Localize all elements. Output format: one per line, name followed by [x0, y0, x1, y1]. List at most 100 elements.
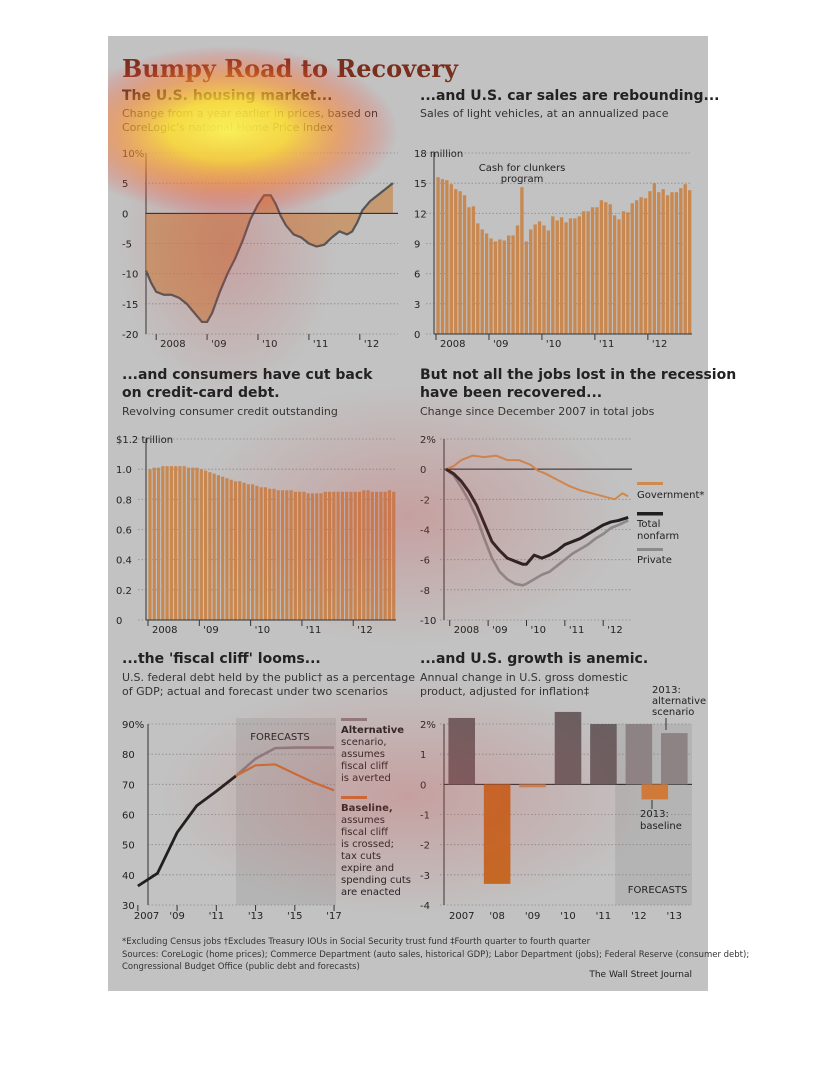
gdp-base-label: 2013: [640, 809, 669, 820]
cars-annotation-2: program [501, 174, 544, 185]
credit-bar [319, 493, 323, 620]
housing-subtitle-1: Change from a year earlier in prices, ba… [122, 107, 378, 120]
gdp-bar [661, 733, 688, 785]
cars-bar [635, 200, 639, 334]
credit-bar [306, 493, 310, 620]
debt-series-line [137, 774, 237, 888]
debt-legend-alt-text: is averted [341, 773, 391, 784]
housing-ytick-label: -5 [122, 240, 132, 251]
gdp-xtick-label: '09 [525, 911, 540, 922]
gdp-bar [625, 724, 653, 785]
cars-bar [537, 221, 542, 334]
credit-bar [315, 493, 319, 620]
credit-bar [289, 490, 293, 620]
sources-line-1: Sources: CoreLogic (home prices); Commer… [122, 950, 749, 960]
cars-bar [621, 211, 626, 334]
cars-bar [604, 202, 608, 334]
cars-bar [440, 179, 445, 334]
debt-title: ...the 'fiscal cliff' looms... [122, 651, 321, 667]
credit-bar [165, 466, 169, 620]
housing-xtick-label: '11 [313, 339, 328, 350]
footnote: *Excluding Census jobs †Excludes Treasur… [122, 937, 591, 947]
cars-bar [445, 180, 449, 334]
credit-bar [182, 466, 186, 620]
debt-ytick-label: 70 [122, 780, 135, 791]
gdp-title: ...and U.S. growth is anemic. [420, 651, 648, 667]
cars-bar [573, 218, 577, 334]
debt-xtick-label: '17 [326, 911, 341, 922]
cars-bar [476, 223, 480, 334]
debt-legend-swatch [341, 718, 367, 721]
cars-bar [493, 241, 498, 334]
cars-bar [670, 192, 674, 334]
jobs-series-line [445, 454, 629, 501]
credit-title-1: ...and consumers have cut back [122, 367, 373, 383]
credit-bar [362, 490, 366, 620]
jobs-ytick-label: -10 [420, 616, 436, 627]
debt-legend-base-text: fiscal cliff [341, 827, 389, 838]
cars-bar [679, 188, 683, 334]
housing-chart: 10% 5 0 -5 -10 -15 -20 2008 '09 '10 '11 '12 [122, 149, 398, 350]
credit-bar [392, 491, 396, 620]
credit-bar [186, 467, 191, 620]
cars-bar [471, 206, 476, 334]
housing-title: The U.S. housing market... [122, 88, 332, 104]
cars-bar [687, 190, 692, 334]
jobs-legend-swatch [637, 548, 663, 551]
credit-bar [280, 490, 285, 620]
jobs-title-1: But not all the jobs lost in the recessi… [420, 367, 736, 383]
credit-ytick-label: 0.2 [116, 586, 132, 597]
credit-bar [216, 475, 220, 620]
debt-xtick-label: '15 [287, 911, 302, 922]
cars-bar [564, 222, 568, 334]
credit-bar [349, 491, 353, 620]
credit-bar [353, 491, 357, 620]
cars-ytick-label: 3 [414, 300, 420, 311]
gdp-ytick-label: -2 [420, 841, 430, 852]
cars-bar [436, 177, 440, 334]
cars-bar [520, 187, 524, 334]
cars-bar [665, 195, 670, 334]
debt-legend-alt-text: assumes [341, 749, 385, 760]
credit-bar [174, 466, 178, 620]
housing-ytick-label: -15 [122, 300, 138, 311]
gdp-ytick-label: 2% [420, 720, 436, 731]
credit-ytick-label: 0 [116, 616, 122, 627]
cars-bar [484, 233, 489, 334]
jobs-legend-label: Government* [637, 490, 704, 501]
credit-bar [221, 476, 225, 620]
gdp-xtick-label: '13 [667, 911, 682, 922]
credit-xtick-label: '09 [203, 625, 218, 636]
cars-bar [502, 240, 506, 334]
cars-xtick-label: '10 [546, 339, 561, 350]
cars-bar [489, 238, 493, 334]
cars-bar [529, 229, 533, 334]
cars-bar [674, 192, 679, 334]
credit-bar [370, 491, 374, 620]
jobs-legend-swatch [637, 482, 663, 485]
credit-bar [229, 479, 233, 620]
gdp-xtick-label: '10 [560, 911, 575, 922]
credit-bar [208, 472, 212, 620]
gdp-bar [590, 724, 617, 785]
credit-bar [169, 466, 173, 620]
credit-line: The Wall Street Journal [588, 970, 692, 980]
cars-bar [612, 215, 617, 334]
debt-legend-base-text: are enacted [341, 887, 401, 898]
jobs-legend-swatch [637, 512, 663, 516]
cars-bar [555, 220, 559, 334]
debt-legend-alt-text: scenario, [341, 737, 387, 748]
credit-bar [323, 491, 327, 620]
cars-bar [507, 235, 511, 334]
credit-bar [340, 491, 344, 620]
cars-chart: 18 million 15 12 9 6 3 0 2008 '09 '10 '11 '12 Cash f… [414, 149, 692, 350]
gdp-forecast-label: FORECASTS [628, 885, 688, 896]
cars-bar [462, 195, 467, 334]
debt-ytick-label: 50 [122, 841, 135, 852]
cars-ytick-label: 6 [414, 270, 420, 281]
cars-bar [449, 184, 453, 334]
debt-ytick-label: 90% [122, 720, 144, 731]
debt-legend-base-text: Baseline, [341, 803, 393, 814]
credit-bar [327, 491, 332, 620]
credit-bar [345, 491, 349, 620]
